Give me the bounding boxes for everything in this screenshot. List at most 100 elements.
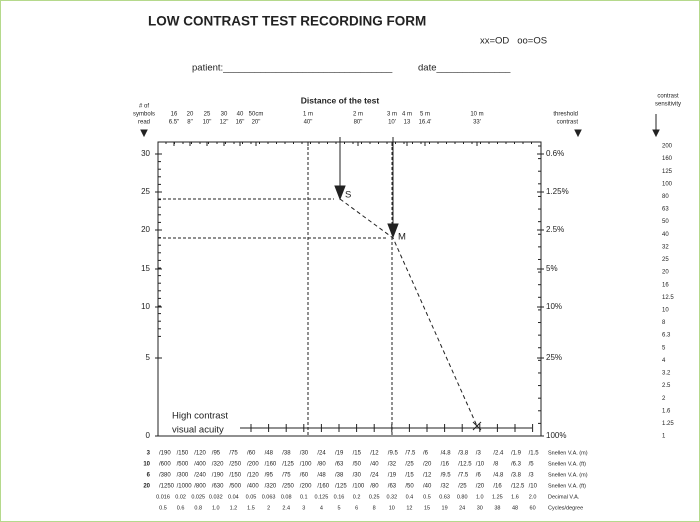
cell: /1.9 — [511, 451, 522, 457]
cell: 0.08 — [281, 494, 292, 500]
sensitivity-label: 1.25 — [662, 421, 674, 427]
cell: /125 — [282, 462, 294, 468]
cell: /9.5 — [441, 473, 452, 479]
sensitivity-label: 160 — [662, 156, 673, 162]
cell: /200 — [300, 484, 312, 490]
distance-label: 13 — [404, 120, 411, 126]
cell: /30 — [353, 473, 362, 479]
cell: /40 — [423, 484, 432, 490]
cell: /3 — [476, 451, 482, 457]
cell: 0.16 — [334, 494, 345, 500]
cell: 0.1 — [300, 494, 308, 500]
cell: 0.6 — [177, 505, 185, 511]
cell: /6.3 — [511, 462, 522, 468]
plot-frame — [157, 141, 542, 437]
cell: /3 — [529, 473, 535, 479]
sensitivity-label: 8 — [662, 320, 666, 326]
sensitivity-label: 200 — [662, 144, 673, 150]
cell: /125 — [335, 484, 347, 490]
cell: /95 — [265, 473, 274, 479]
cell: /800 — [194, 484, 206, 490]
distance-label: 10" — [203, 120, 212, 126]
cell: 24 — [459, 505, 465, 511]
cell: 2 — [267, 505, 270, 511]
cell: 0.025 — [191, 494, 205, 500]
cell: /12.5 — [458, 462, 472, 468]
cell: /7.5 — [405, 451, 416, 457]
cell: /15 — [353, 451, 362, 457]
cell: /150 — [229, 473, 241, 479]
cell: /40 — [370, 462, 379, 468]
cell: /100 — [300, 462, 312, 468]
cell: 1.6 — [511, 494, 519, 500]
cell: /25 — [458, 484, 467, 490]
distance-label: 25 — [204, 112, 211, 118]
cell: /50 — [353, 462, 362, 468]
left-axis-title: # of — [139, 104, 149, 110]
arrow-head — [574, 129, 582, 138]
left-tick-label: 20 — [141, 225, 150, 234]
cell: /4.8 — [441, 451, 452, 457]
sensitivity-label: 1 — [662, 434, 666, 440]
sensitivity-label: 2.5 — [662, 383, 671, 389]
left-axis-title: read — [138, 120, 150, 126]
cell: /160 — [317, 484, 329, 490]
distance-label: 16.4' — [419, 120, 432, 126]
cell: /190 — [159, 451, 171, 457]
row-label: Snellen V.A. (m) — [548, 450, 588, 456]
cell: 0.5 — [423, 494, 431, 500]
cell: 0.2 — [353, 494, 361, 500]
sensitivity-label: 32 — [662, 244, 669, 250]
cell: 1.5 — [247, 505, 255, 511]
cell: 0.4 — [406, 494, 414, 500]
sensitivity-label: 10 — [662, 307, 669, 313]
legend: xx=OD oo=OS — [480, 36, 547, 47]
threshold-label: 100% — [546, 431, 566, 440]
distance-label: 2 m — [353, 112, 363, 118]
cell: /75 — [229, 451, 238, 457]
cell: /150 — [177, 451, 189, 457]
cell: 15 — [424, 505, 430, 511]
cell: /400 — [247, 484, 259, 490]
cell: /6 — [476, 473, 482, 479]
threshold-label: 10% — [546, 302, 562, 311]
distance-label: 3 m — [387, 112, 397, 118]
date: date______________ — [418, 63, 511, 74]
cell: /12.5 — [511, 484, 525, 490]
cell: 48 — [512, 505, 518, 511]
distance-label: 10 m — [470, 112, 483, 118]
distance-label: 10' — [388, 120, 396, 126]
cell: /60 — [300, 473, 309, 479]
sensitivity-label: 25 — [662, 257, 669, 263]
cell: /95 — [212, 451, 221, 457]
sensitivity-label: 12.5 — [662, 295, 674, 301]
row-label: Snellen V.A. (ft) — [548, 483, 586, 489]
distance-label: 80" — [354, 120, 363, 126]
cell: 0.8 — [194, 505, 202, 511]
cell: /100 — [353, 484, 365, 490]
left-tick-label: 10 — [141, 302, 150, 311]
cell: 0.125 — [315, 494, 329, 500]
cell: /19 — [388, 473, 397, 479]
cell: 5 — [337, 505, 340, 511]
mark-m: M — [398, 232, 406, 243]
distance-label: 8" — [187, 120, 192, 126]
distance-label: 6.5" — [169, 120, 179, 126]
row-label: Cycles/degree — [548, 505, 583, 511]
cell: /16 — [441, 462, 450, 468]
cell: /19 — [335, 451, 344, 457]
cell: /240 — [194, 473, 206, 479]
sensitivity-label: 20 — [662, 270, 669, 276]
distance-label: 40 — [237, 112, 244, 118]
sensitivity-title: contrast — [657, 94, 679, 100]
cell: 1.2 — [230, 505, 238, 511]
cell: /1.5 — [529, 451, 540, 457]
cell: /32 — [388, 462, 397, 468]
cell: /38 — [335, 473, 344, 479]
sensitivity-label: 4 — [662, 358, 666, 364]
cell: /24 — [370, 473, 379, 479]
cell: /1000 — [177, 484, 193, 490]
sensitivity-label: 1.6 — [662, 408, 671, 414]
cell: /3.8 — [511, 473, 522, 479]
row-prefix: 20 — [143, 484, 150, 490]
